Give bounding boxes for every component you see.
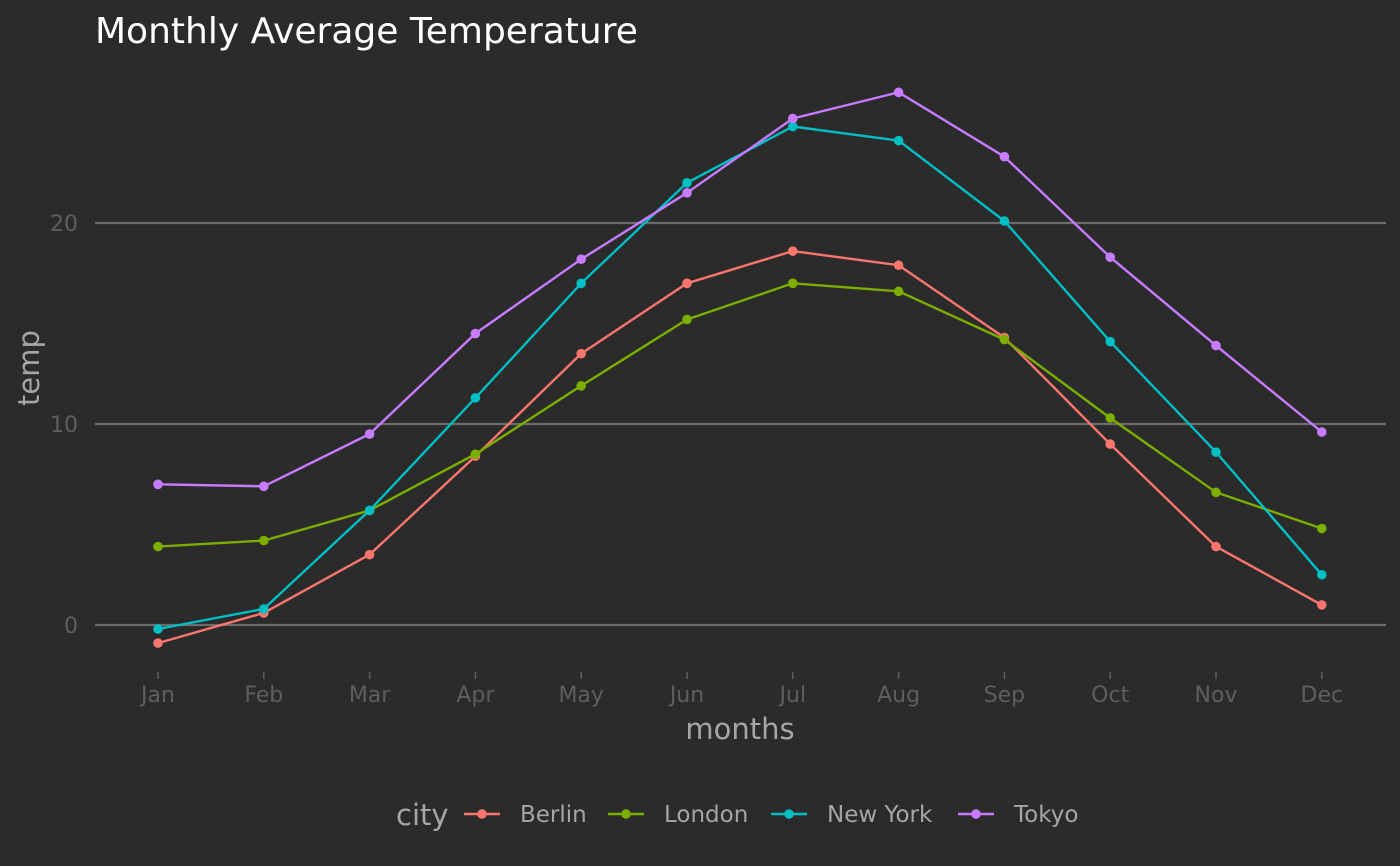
x-tick-label: Sep — [984, 683, 1025, 708]
data-point-london — [999, 334, 1010, 345]
data-point-london — [153, 541, 163, 552]
data-point-tokyo — [682, 188, 692, 198]
data-point-london — [1105, 413, 1115, 423]
data-point-new-york — [259, 604, 269, 614]
data-point-berlin — [893, 260, 904, 271]
data-point-tokyo — [788, 113, 798, 124]
data-point-new-york — [364, 505, 375, 516]
data-point-new-york — [893, 135, 904, 146]
x-tick-label: Jun — [668, 683, 704, 708]
data-point-berlin — [1105, 439, 1115, 449]
series-layer — [153, 87, 1327, 648]
legend-label: Berlin — [520, 802, 587, 828]
data-point-berlin — [153, 638, 163, 648]
data-point-new-york — [1211, 447, 1221, 457]
data-point-london — [576, 381, 586, 391]
legend-item-berlin: Berlin — [464, 802, 587, 828]
data-point-tokyo — [999, 151, 1010, 162]
y-tick-label: 10 — [50, 413, 78, 438]
legend: city Berlin London New York Tokyo — [396, 798, 1078, 832]
legend-title: city — [396, 798, 449, 832]
series-line-berlin — [157, 249, 1323, 645]
x-tick-label: Mar — [349, 683, 391, 708]
y-axis-label: temp — [12, 330, 46, 406]
data-point-tokyo — [259, 481, 269, 492]
x-tick-label: Aug — [877, 683, 920, 708]
legend-label: Tokyo — [1013, 802, 1078, 828]
data-point-london — [1211, 487, 1221, 498]
data-point-new-york — [1105, 336, 1115, 347]
series-tokyo — [153, 87, 1327, 492]
data-point-tokyo — [364, 429, 375, 439]
data-point-new-york — [153, 624, 163, 634]
x-tick-label: May — [558, 683, 603, 708]
legend-key-point — [971, 809, 981, 819]
x-tick-label: Oct — [1091, 683, 1129, 708]
data-point-tokyo — [1105, 252, 1115, 262]
y-tick-label: 0 — [64, 614, 78, 639]
data-point-tokyo — [153, 479, 163, 490]
chart-title: Monthly Average Temperature — [95, 11, 638, 52]
data-point-new-york — [788, 121, 798, 132]
legend-key-point — [621, 809, 631, 819]
data-point-tokyo — [1317, 427, 1327, 437]
x-axis-label: months — [685, 712, 794, 746]
x-tick-label: Dec — [1301, 683, 1344, 708]
data-point-london — [259, 535, 269, 546]
data-point-tokyo — [470, 328, 481, 339]
gridlines — [95, 221, 1386, 627]
data-point-tokyo — [893, 87, 904, 98]
x-axis-ticks: Jan Feb Mar Apr May Jun Jul Aug Sep Oct Nov Dec — [139, 672, 1343, 708]
legend-key-point — [784, 809, 794, 819]
series-line-tokyo — [157, 91, 1323, 488]
x-tick-label: Nov — [1195, 683, 1238, 708]
data-point-new-york — [682, 178, 692, 188]
legend-item-london: London — [608, 802, 748, 828]
x-tick-label: Jan — [139, 683, 175, 708]
x-tick-label: Jul — [778, 683, 807, 708]
data-point-berlin — [364, 549, 375, 560]
legend-item-tokyo: Tokyo — [958, 802, 1078, 828]
data-point-new-york — [999, 216, 1010, 226]
data-point-berlin — [576, 348, 586, 359]
data-point-new-york — [576, 278, 586, 289]
data-point-berlin — [1211, 541, 1221, 552]
data-point-berlin — [682, 278, 692, 289]
data-point-london — [470, 449, 481, 459]
x-tick-label: Apr — [456, 683, 495, 708]
data-point-new-york — [470, 393, 481, 403]
legend-item-new-york: New York — [771, 802, 933, 828]
data-point-london — [1317, 523, 1327, 534]
y-tick-label: 20 — [50, 212, 78, 237]
x-tick-label: Feb — [244, 683, 283, 708]
legend-label: London — [664, 802, 748, 828]
legend-key-point — [477, 809, 487, 819]
series-line-london — [157, 282, 1323, 548]
data-point-london — [682, 314, 692, 325]
data-point-tokyo — [1211, 340, 1221, 351]
data-point-london — [893, 286, 904, 297]
data-point-berlin — [788, 246, 798, 256]
data-point-new-york — [1317, 569, 1327, 580]
data-point-london — [788, 278, 798, 289]
legend-label: New York — [827, 802, 933, 828]
data-point-tokyo — [576, 254, 586, 264]
y-axis-ticks: 0 10 20 — [50, 212, 78, 639]
data-point-berlin — [1317, 600, 1327, 610]
